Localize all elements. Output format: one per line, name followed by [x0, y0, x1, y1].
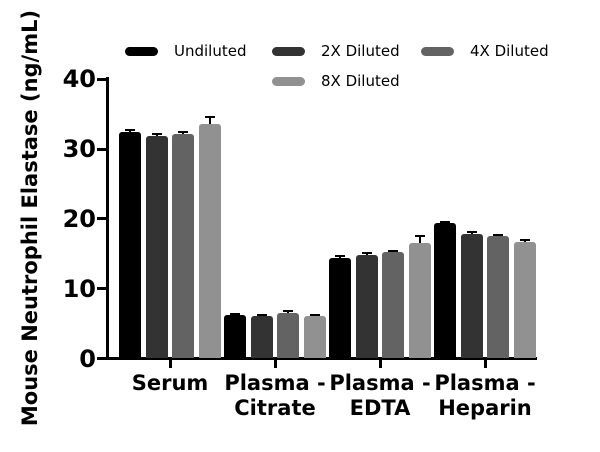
y-tick — [97, 77, 106, 81]
error-bar — [287, 311, 290, 314]
error-bar-cap — [466, 231, 477, 234]
bar-plasma-edta-undiluted — [329, 257, 352, 359]
bar-plasma-citrate-4x-diluted — [277, 313, 300, 359]
legend-swatch — [421, 46, 454, 56]
y-tick — [97, 357, 106, 360]
error-bar — [418, 236, 421, 243]
error-bar — [470, 232, 473, 235]
legend-item: 2X Diluted — [272, 42, 400, 60]
y-axis-line — [106, 77, 109, 360]
bar-serum-8x-diluted — [198, 123, 221, 359]
x-tick — [483, 360, 487, 368]
bar-serum-2x-diluted — [145, 135, 168, 359]
bar-plasma-heparin-2x-diluted — [460, 234, 483, 359]
bar-plasma-edta-2x-diluted — [355, 255, 378, 359]
legend-label: 4X Diluted — [470, 42, 549, 60]
error-bar-cap — [204, 115, 215, 118]
y-tick-label: 40 — [62, 65, 96, 94]
y-tick-label: 30 — [62, 135, 96, 164]
bar-plasma-heparin-4x-diluted — [487, 235, 510, 359]
error-bar — [208, 116, 211, 124]
bar-plasma-edta-8x-diluted — [408, 242, 431, 359]
legend-swatch — [125, 46, 158, 56]
error-bar-cap — [309, 313, 320, 316]
y-tick — [97, 287, 106, 291]
legend-label: 8X Diluted — [321, 72, 400, 90]
bar-plasma-heparin-undiluted — [434, 223, 457, 359]
category-label: Serum — [131, 371, 209, 395]
bar-plasma-citrate-8x-diluted — [303, 315, 326, 359]
y-tick-label: 0 — [79, 344, 96, 373]
x-tick — [168, 360, 172, 368]
category-label: Plasma - Citrate — [224, 371, 326, 420]
error-bar — [365, 253, 368, 256]
bar-serum-4x-diluted — [172, 133, 195, 359]
bar-plasma-heparin-8x-diluted — [513, 241, 536, 359]
y-tick-label: 20 — [62, 204, 96, 233]
legend-item: 4X Diluted — [421, 42, 549, 60]
error-bar-cap — [414, 235, 425, 238]
x-tick — [273, 360, 277, 368]
error-bar-cap — [519, 239, 530, 242]
error-bar-cap — [493, 233, 504, 236]
bar-serum-undiluted — [119, 131, 142, 359]
legend-swatch — [272, 76, 305, 86]
legend-item: Undiluted — [125, 42, 246, 60]
error-bar-cap — [361, 252, 372, 255]
legend-label: 2X Diluted — [321, 42, 400, 60]
error-bar-cap — [230, 313, 241, 316]
error-bar-cap — [178, 131, 189, 134]
error-bar-cap — [388, 249, 399, 252]
x-tick — [378, 360, 382, 368]
error-bar-cap — [256, 313, 267, 316]
error-bar-cap — [151, 133, 162, 136]
category-label: Plasma - Heparin — [434, 371, 536, 420]
x-axis-line — [106, 357, 537, 360]
legend-swatch — [272, 46, 305, 56]
bar-plasma-citrate-undiluted — [224, 315, 247, 359]
error-bar-cap — [125, 129, 136, 132]
bar-plasma-citrate-2x-diluted — [250, 315, 273, 359]
error-bar-cap — [335, 254, 346, 257]
error-bar-cap — [283, 310, 294, 313]
bar-plasma-edta-4x-diluted — [382, 252, 405, 359]
error-bar-cap — [440, 220, 451, 223]
error-bar — [339, 255, 342, 258]
y-tick-label: 10 — [62, 274, 96, 303]
y-tick — [97, 147, 106, 151]
category-label: Plasma - EDTA — [329, 371, 431, 420]
legend-item: 8X Diluted — [272, 72, 400, 90]
y-tick — [97, 217, 106, 221]
legend-label: Undiluted — [174, 42, 247, 60]
